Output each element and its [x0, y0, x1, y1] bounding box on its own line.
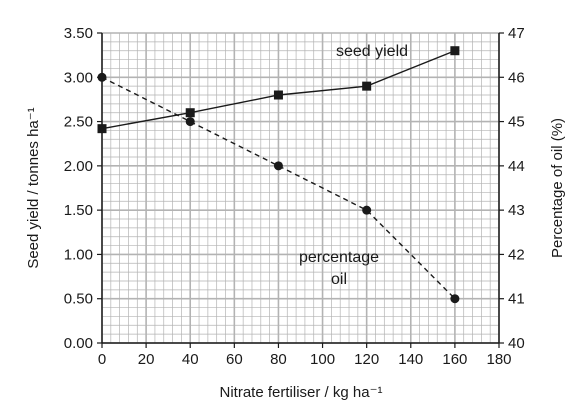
y-right-tick-label: 43 [508, 202, 525, 219]
y-left-tick-label: 3.00 [64, 69, 93, 86]
axes [97, 32, 504, 348]
percentage-oil-point [185, 117, 195, 127]
percentage-oil-annotation-line1: percentage [299, 249, 379, 266]
x-tick-label: 80 [270, 351, 287, 368]
percentage-oil-point [97, 72, 107, 82]
x-tick-label: 0 [98, 351, 106, 368]
y-left-tick-label: 2.00 [64, 158, 93, 175]
x-tick-label: 40 [182, 351, 199, 368]
y-right-tick-label: 46 [508, 69, 525, 86]
percentage-oil-point [362, 205, 372, 215]
y-right-tick-label: 41 [508, 291, 525, 308]
y-right-axis-title: Percentage of oil (%) [549, 118, 566, 258]
y-left-tick-label: 1.50 [64, 202, 93, 219]
y-left-tick-label: 0.50 [64, 291, 93, 308]
y-left-tick-label: 3.50 [64, 25, 93, 42]
y-right-tick-label: 47 [508, 25, 525, 42]
x-tick-label: 60 [226, 351, 243, 368]
y-left-tick-label: 1.00 [64, 246, 93, 263]
percentage-oil-point [450, 294, 460, 304]
y-right-tick-label: 42 [508, 246, 525, 263]
tick-labels: 0 20 40 60 80 100 120 140 160 180 0.00 0.50 1.00 1.50… [64, 25, 525, 368]
percentage-oil-line [101, 76, 456, 300]
y-right-tick-label: 45 [508, 114, 525, 131]
x-tick-label: 180 [486, 351, 511, 368]
x-tick-label: 120 [354, 351, 379, 368]
x-axis-title: Nitrate fertiliser / kg ha⁻¹ [220, 384, 383, 401]
percentage-oil-point [273, 161, 283, 171]
y-left-tick-label: 2.50 [64, 114, 93, 131]
seed-yield-annotation: seed yield [336, 43, 408, 60]
seed-yield-point [362, 81, 372, 91]
seed-yield-point [450, 46, 460, 56]
seed-yield-point [185, 108, 195, 118]
grid [101, 32, 500, 344]
x-tick-label: 100 [310, 351, 335, 368]
seed-yield-point [273, 90, 283, 100]
y-right-tick-label: 44 [508, 158, 525, 175]
series [97, 46, 460, 304]
seed-yield-point [97, 124, 107, 134]
x-tick-label: 160 [442, 351, 467, 368]
y-left-tick-label: 0.00 [64, 335, 93, 352]
percentage-oil-annotation-line2: oil [331, 271, 347, 288]
x-tick-label: 140 [398, 351, 423, 368]
y-left-axis-title: Seed yield / tonnes ha⁻¹ [25, 107, 42, 268]
y-right-tick-label: 40 [508, 335, 525, 352]
x-tick-label: 20 [138, 351, 155, 368]
